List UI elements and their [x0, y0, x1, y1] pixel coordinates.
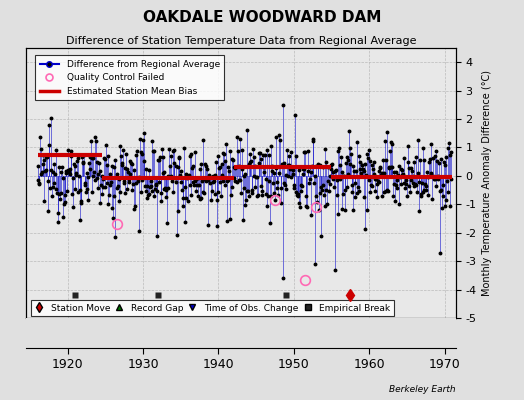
Title: Difference of Station Temperature Data from Regional Average: Difference of Station Temperature Data f… — [66, 36, 416, 46]
Legend: Station Move, Record Gap, Time of Obs. Change, Empirical Break: Station Move, Record Gap, Time of Obs. C… — [31, 300, 394, 316]
Text: Berkeley Earth: Berkeley Earth — [389, 385, 456, 394]
Y-axis label: Monthly Temperature Anomaly Difference (°C): Monthly Temperature Anomaly Difference (… — [482, 70, 492, 296]
Text: OAKDALE WOODWARD DAM: OAKDALE WOODWARD DAM — [143, 10, 381, 25]
